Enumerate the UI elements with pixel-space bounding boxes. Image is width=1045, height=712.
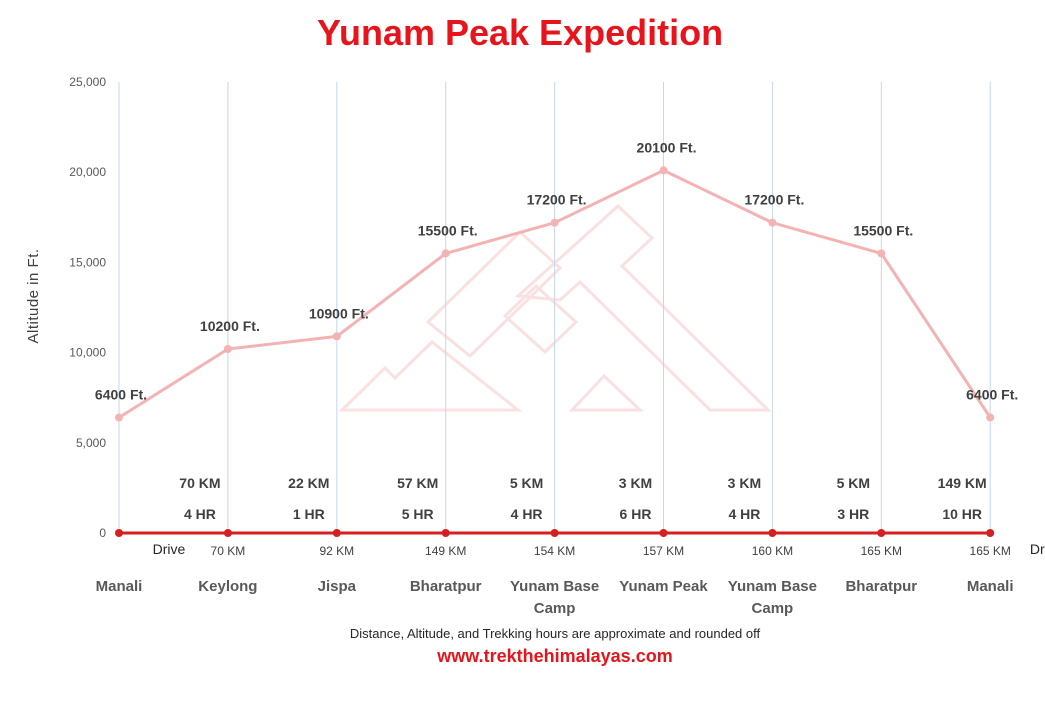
segment-hours-label: 4 HR: [511, 506, 543, 522]
drive-label: Drive: [153, 541, 186, 557]
watermark-shape-4: [568, 373, 644, 412]
baseline-point: [768, 529, 777, 537]
segment-distance-label: 22 KM: [288, 475, 329, 491]
cumulative-distance-label: 165 KM: [970, 544, 1011, 558]
place-label: Camp: [534, 600, 576, 617]
altitude-label: 17200 Ft.: [744, 192, 804, 208]
altitude-label: 6400 Ft.: [966, 387, 1018, 403]
watermark-shape-3: [502, 283, 579, 355]
altitude-point: [550, 218, 559, 227]
segment-distance-label: 70 KM: [179, 475, 220, 491]
segment-distance-label: 3 KM: [619, 475, 652, 491]
drive-label: Drive: [1030, 541, 1045, 557]
altitude-label: 10900 Ft.: [309, 305, 369, 321]
baseline-point: [441, 529, 450, 537]
y-axis: 0 5,000 10,000 15,000 20,000 25,000: [69, 75, 106, 540]
altitude-label: 20100 Ft.: [637, 139, 697, 155]
segment-distance-label: 3 KM: [728, 475, 761, 491]
cumulative-distance-label: 157 KM: [643, 544, 684, 558]
y-tick-label: 20,000: [69, 165, 106, 179]
baseline-point: [659, 529, 668, 537]
baseline-point: [332, 529, 341, 537]
place-label: Yunam Base: [510, 578, 599, 595]
y-tick-label: 25,000: [69, 75, 106, 89]
cumulative-distance-label: 70 KM: [211, 544, 246, 558]
segment-hours-label: 6 HR: [620, 506, 652, 522]
altitude-point: [659, 166, 668, 175]
baseline-point: [550, 529, 559, 537]
segment-hours-label: 10 HR: [942, 506, 982, 522]
baseline-point: [115, 529, 123, 537]
altitude-label: 6400 Ft.: [95, 387, 147, 403]
altitude-label: 17200 Ft.: [527, 192, 587, 208]
altitude-point: [223, 344, 232, 353]
place-label: Bharatpur: [410, 578, 482, 595]
cumulative-distance-label: 149 KM: [425, 544, 466, 558]
segment-hours-label: 5 HR: [402, 506, 434, 522]
segment-hours-label: 4 HR: [728, 506, 760, 522]
website-link[interactable]: www.trekthehimalayas.com: [436, 646, 672, 666]
baseline-point: [877, 529, 886, 537]
altitude-point: [768, 218, 777, 227]
altitude-point: [877, 249, 886, 258]
cumulative-distance-label: 160 KM: [752, 544, 793, 558]
data-labels: 6400 Ft. Manali 10200 Ft. 70 KM 4 HR 70 KM Key…: [95, 139, 1045, 617]
altitude-point: [441, 249, 450, 258]
watermark-shape-0: [338, 340, 523, 412]
segment-hours-label: 4 HR: [184, 506, 216, 522]
altitude-point: [115, 413, 123, 422]
cumulative-distance-label: 165 KM: [861, 544, 902, 558]
altitude-label: 15500 Ft.: [853, 222, 913, 238]
place-label: Bharatpur: [845, 578, 917, 595]
y-tick-label: 15,000: [69, 255, 106, 269]
place-label: Yunam Peak: [619, 578, 708, 595]
watermark-shape-1: [425, 229, 563, 359]
segment-distance-label: 5 KM: [510, 475, 543, 491]
place-label: Manali: [967, 578, 1014, 595]
segment-hours-label: 1 HR: [293, 506, 325, 522]
segment-distance-label: 149 KM: [938, 475, 987, 491]
place-label: Jispa: [318, 578, 357, 595]
y-tick-label: 0: [99, 526, 106, 540]
segment-distance-label: 5 KM: [837, 475, 870, 491]
y-tick-label: 5,000: [76, 436, 106, 450]
baseline-point: [223, 529, 232, 537]
cumulative-distance-label: 154 KM: [534, 544, 575, 558]
segment-distance-label: 57 KM: [397, 475, 438, 491]
chart-title: Yunam Peak Expedition: [317, 12, 723, 53]
vertical-gridlines: [118, 82, 991, 533]
place-label: Keylong: [198, 578, 257, 595]
y-axis-label: Altitude in Ft.: [25, 248, 42, 343]
place-label: Yunam Base: [728, 578, 817, 595]
baseline-point: [986, 529, 995, 537]
altitude-series: [115, 166, 995, 422]
altitude-point: [986, 413, 995, 422]
watermark-shape-2: [514, 203, 772, 412]
altitude-point: [332, 332, 341, 341]
altitude-label: 15500 Ft.: [418, 222, 478, 238]
distance-baseline: [115, 529, 995, 537]
watermark-logo: [338, 203, 772, 412]
altitude-label: 10200 Ft.: [200, 318, 260, 334]
cumulative-distance-label: 92 KM: [319, 544, 354, 558]
disclaimer-note: Distance, Altitude, and Trekking hours a…: [350, 626, 761, 641]
y-tick-label: 10,000: [69, 346, 106, 360]
place-label: Manali: [96, 578, 143, 595]
segment-hours-label: 3 HR: [837, 506, 869, 522]
place-label: Camp: [752, 600, 794, 617]
